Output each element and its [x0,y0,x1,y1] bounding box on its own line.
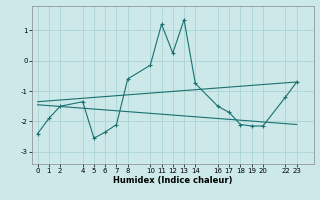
X-axis label: Humidex (Indice chaleur): Humidex (Indice chaleur) [113,176,233,185]
